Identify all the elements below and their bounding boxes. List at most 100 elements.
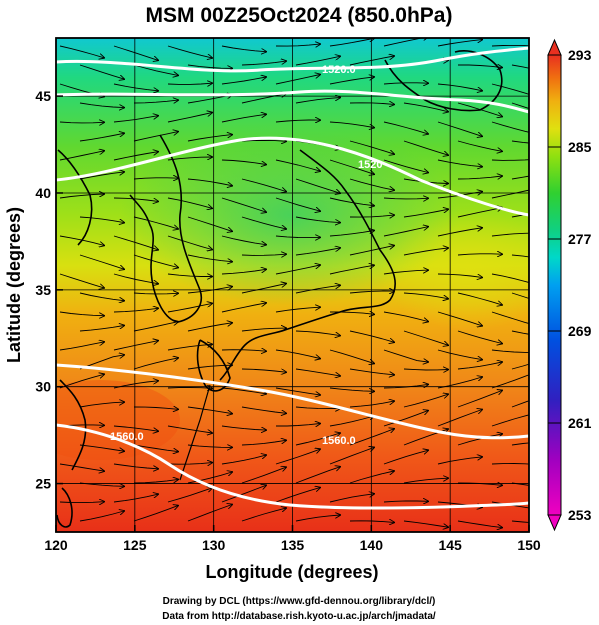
height-contours [56, 46, 529, 510]
streamline [383, 349, 428, 362]
streamline [241, 61, 286, 66]
streamline [383, 384, 428, 389]
streamline [113, 197, 158, 201]
streamline [113, 273, 158, 284]
streamline [275, 387, 320, 395]
streamline [437, 159, 482, 167]
streamline [349, 330, 394, 342]
contour-label-right-bottom: 1560.0 [322, 435, 356, 447]
streamline [437, 228, 482, 237]
streamline [79, 64, 124, 79]
streamline [59, 502, 104, 503]
streamline [167, 197, 212, 208]
streamline [511, 213, 529, 218]
x-tick-label: 140 [360, 537, 384, 553]
colorbar-tick-label: 285 [568, 139, 592, 155]
streamline [437, 410, 482, 427]
streamline [241, 328, 286, 332]
contour-labels: 1520.0 1520 1560.0 1560.0 [110, 64, 382, 447]
streamline [349, 521, 394, 523]
streamline [59, 342, 104, 351]
streamline [457, 483, 502, 485]
streamline [275, 120, 320, 122]
colorbar-bottom-arrow [547, 514, 562, 532]
streamline [349, 401, 394, 408]
streamline [383, 121, 428, 134]
streamline [403, 520, 448, 527]
contour-1500 [56, 46, 529, 73]
streamline [329, 349, 374, 363]
taiwan-coast [56, 487, 73, 528]
y-axis-ticks: 25 30 35 40 45 [35, 88, 63, 492]
x-tick-label: 120 [44, 537, 68, 553]
coastlines [56, 50, 503, 528]
y-tick-label: 30 [35, 379, 51, 395]
streamline [241, 216, 286, 229]
streamline [457, 520, 502, 528]
y-tick-label: 25 [35, 476, 51, 492]
streamline [113, 425, 158, 431]
streamline [295, 368, 340, 376]
streamline [221, 425, 266, 430]
streamline [221, 269, 266, 275]
streamline [349, 56, 394, 66]
streamline [167, 113, 212, 123]
streamline [403, 330, 448, 345]
streamline [113, 116, 158, 123]
colorbar-tick-label: 269 [568, 323, 592, 339]
streamline [59, 194, 104, 199]
streamline [295, 56, 340, 66]
streamline [59, 122, 104, 123]
streamline [79, 511, 124, 522]
streamline [295, 515, 340, 522]
streamline [59, 273, 104, 288]
streamline [133, 358, 178, 370]
streamline [383, 83, 428, 84]
streamline [113, 308, 158, 313]
streamline [275, 75, 320, 85]
streamline [511, 254, 529, 258]
streamline [383, 411, 428, 427]
streamline [383, 501, 428, 502]
x-axis-ticks: 120 125 130 135 140 145 150 [44, 525, 541, 553]
streamline [241, 284, 286, 294]
streamline [113, 341, 158, 351]
streamline [241, 368, 286, 372]
streamline [329, 265, 374, 275]
streamline [79, 326, 124, 332]
streamline [133, 444, 178, 452]
streamline [113, 235, 158, 250]
streamline [511, 292, 529, 299]
streamline [167, 303, 212, 313]
x-tick-label: 150 [517, 537, 541, 553]
streamline [403, 478, 448, 484]
streamline [221, 303, 266, 313]
streamline [329, 231, 374, 237]
streamline [113, 463, 158, 469]
streamline [221, 159, 266, 165]
streamline [221, 77, 266, 85]
streamline [349, 178, 394, 190]
streamline [167, 274, 212, 277]
contour-label-mid: 1520 [358, 159, 382, 171]
colorbar-tick-label: 277 [568, 231, 592, 247]
streamline [329, 77, 374, 85]
streamline [437, 40, 482, 47]
streamline [349, 103, 394, 105]
streamline [241, 467, 286, 484]
streamline [295, 285, 340, 294]
x-tick-label: 125 [123, 537, 147, 553]
contour-1540 [56, 136, 529, 217]
streamline [133, 254, 178, 268]
ryukyu-chain [179, 384, 211, 481]
streamline [275, 159, 320, 171]
streamline [79, 254, 124, 269]
streamline [349, 215, 394, 217]
streamline [329, 121, 374, 128]
streamline [113, 45, 158, 60]
streamline [349, 291, 394, 293]
streamline [349, 471, 394, 484]
streamline [133, 132, 178, 142]
streamline [457, 292, 502, 305]
colorbar-tick-label: 253 [568, 507, 592, 523]
